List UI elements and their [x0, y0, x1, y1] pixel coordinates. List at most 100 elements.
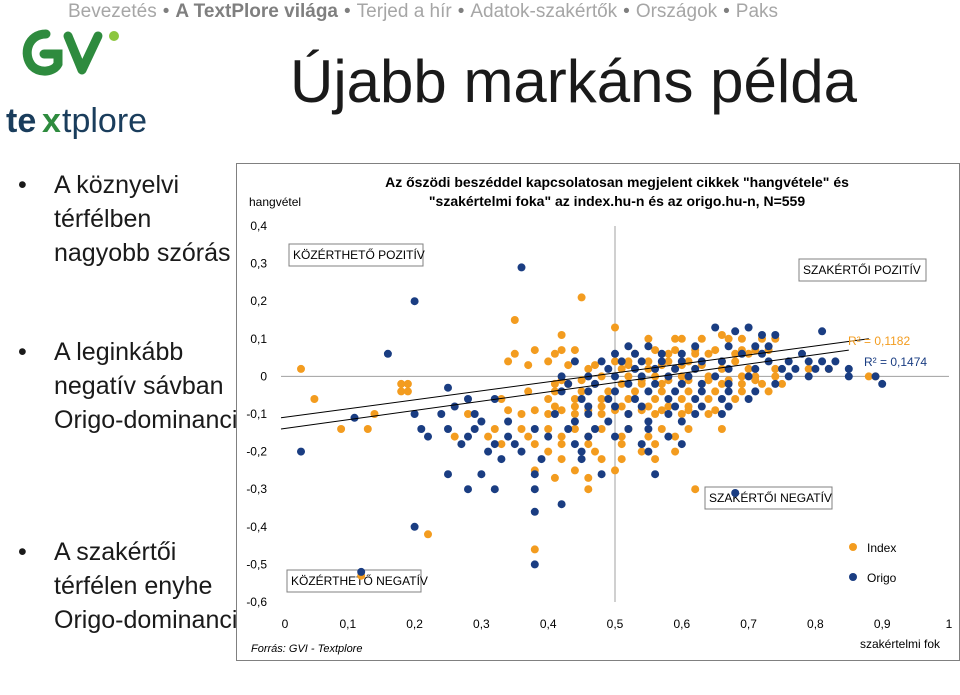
data-point	[557, 331, 566, 339]
data-point	[464, 395, 472, 403]
data-point	[637, 379, 646, 388]
data-point	[717, 357, 726, 366]
data-point	[704, 349, 713, 358]
data-point	[831, 357, 840, 366]
legend-label: Index	[867, 541, 896, 555]
data-point	[637, 402, 646, 411]
data-point	[691, 349, 700, 358]
data-point	[651, 410, 660, 418]
data-point	[691, 410, 700, 418]
svg-text:tplore: tplore	[62, 102, 147, 140]
data-point	[550, 473, 559, 482]
data-point	[557, 500, 566, 509]
data-point	[611, 466, 619, 475]
data-point	[664, 349, 673, 358]
nav-item-adatok-szakertok[interactable]: Adatok-szakértők	[470, 1, 618, 22]
data-point	[617, 432, 626, 441]
data-point	[677, 349, 686, 358]
data-point	[564, 361, 573, 370]
data-point	[724, 402, 733, 411]
data-point	[697, 334, 706, 343]
data-point	[677, 395, 686, 403]
data-point	[530, 470, 539, 479]
data-point	[717, 364, 726, 373]
data-point	[584, 387, 593, 396]
data-point	[591, 425, 599, 433]
y-tick-label: 0,4	[250, 219, 267, 233]
data-point	[530, 346, 539, 355]
x-tick-label: 0,2	[406, 617, 423, 631]
data-point	[490, 425, 499, 433]
nav-item-paks[interactable]: Paks	[735, 1, 779, 22]
data-point	[684, 372, 693, 381]
nav-separator: •	[723, 1, 730, 22]
data-point	[550, 410, 559, 418]
y-axis-label: hangvétel	[249, 195, 301, 209]
data-point	[470, 410, 479, 418]
data-point	[577, 447, 586, 456]
series-origo	[297, 263, 887, 576]
quadrant-label: KÖZÉRTHETŐ NEGATÍV	[291, 573, 428, 588]
data-point	[597, 372, 606, 381]
data-point	[731, 327, 740, 336]
data-point	[577, 387, 586, 396]
data-point	[570, 357, 579, 366]
nav-item-textplore-vilaga[interactable]: A TextPlore világa	[175, 1, 339, 22]
bullet-dot: •	[18, 171, 27, 199]
nav-item-terjed-a-hir[interactable]: Terjed a hír	[356, 1, 452, 22]
data-point	[470, 425, 479, 433]
data-point	[717, 379, 726, 388]
data-point	[484, 432, 493, 441]
data-point	[504, 417, 513, 426]
data-point	[717, 395, 726, 403]
data-point	[464, 410, 472, 418]
data-point	[297, 364, 305, 373]
plot-area: 0,4 0,3 0,2 0,1 0 -0,1 -0,2 -0,3 -0,4 -0,5 -0,6 0 0,…	[246, 219, 952, 631]
data-point	[758, 379, 766, 388]
data-point	[544, 432, 553, 441]
data-point	[804, 364, 813, 373]
data-point	[664, 372, 673, 381]
bullet-text: A leginkább negatív sávban Origo-dominan…	[54, 338, 252, 434]
data-point	[383, 349, 392, 358]
y-tick-label: 0,1	[250, 332, 267, 346]
data-point	[424, 530, 432, 539]
svg-text:x: x	[42, 102, 61, 140]
data-point	[403, 379, 412, 388]
data-point	[631, 387, 639, 396]
data-point	[444, 470, 452, 479]
data-point	[530, 485, 539, 494]
data-point	[624, 425, 633, 433]
data-point	[544, 357, 553, 366]
data-point	[758, 331, 766, 339]
x-tick-label: 0,8	[807, 617, 824, 631]
data-point	[457, 440, 466, 449]
data-point	[557, 387, 566, 396]
data-point	[871, 372, 880, 381]
data-point	[804, 357, 813, 366]
data-point	[818, 357, 827, 366]
data-point	[671, 334, 680, 343]
data-point	[677, 334, 686, 343]
data-point	[684, 425, 693, 433]
data-point	[577, 395, 586, 403]
data-point	[477, 470, 486, 479]
r2-label: R² = 0,1182	[848, 334, 910, 348]
data-point	[724, 379, 733, 388]
data-point	[611, 387, 619, 396]
data-point	[530, 425, 539, 433]
data-point	[804, 372, 813, 381]
data-point	[570, 417, 579, 426]
data-point	[577, 376, 586, 385]
x-tick-label: 0,1	[339, 617, 356, 631]
data-point	[844, 364, 853, 373]
data-point	[570, 346, 579, 355]
data-point	[651, 440, 660, 449]
nav-item-orszagok[interactable]: Országok	[635, 1, 718, 22]
data-point	[751, 364, 760, 373]
data-point	[424, 432, 432, 441]
data-point	[791, 364, 800, 373]
chart-title-line-1: Az őszödi beszéddel kapcsolatosan megjel…	[385, 174, 849, 190]
nav-item-bevezetes[interactable]: Bevezetés	[68, 1, 157, 22]
data-point	[651, 470, 660, 479]
